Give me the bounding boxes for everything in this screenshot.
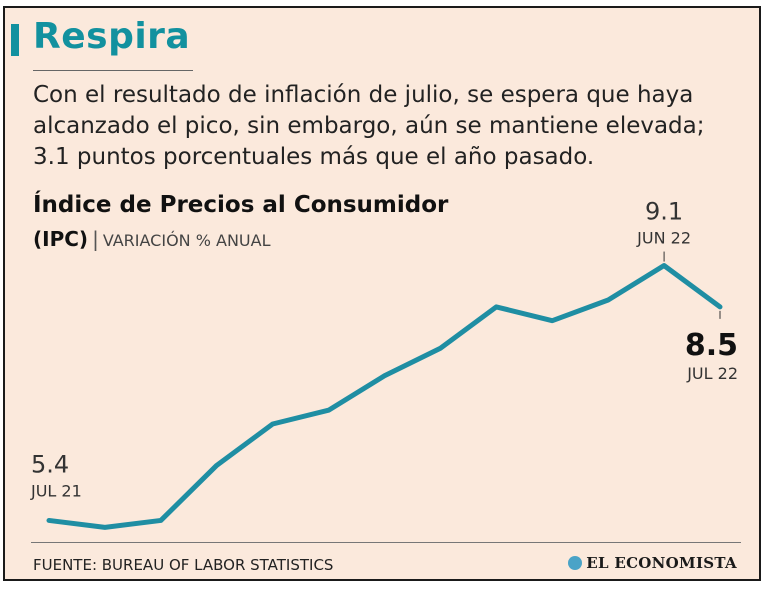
brand-logo: EL ECONOMISTA: [568, 554, 737, 572]
chart-title: Índice de Precios al Consumidor: [33, 192, 449, 218]
infographic-card: Respira Con el resultado de inflación de…: [3, 6, 761, 581]
chart-subtitle-light: VARIACIÓN % ANUAL: [102, 231, 271, 250]
brand-logo-icon: [568, 556, 583, 570]
chart-subtitle-bold: (IPC): [33, 227, 89, 251]
source-note: FUENTE: BUREAU OF LABOR STATISTICS: [33, 556, 334, 574]
start-value-label: 5.4: [31, 450, 69, 478]
peak-date-label: JUN 22: [636, 229, 691, 248]
headline-rule: [33, 70, 193, 71]
ipc-series-line: [46, 263, 723, 530]
end-value-label: 8.5: [685, 328, 738, 363]
dek-text: Con el resultado de inflación de julio, …: [33, 82, 705, 170]
subtitle-separator: |: [92, 227, 99, 251]
peak-value-label: 9.1: [645, 198, 683, 226]
end-date-label: JUL 22: [686, 364, 738, 383]
footer-rule: [31, 542, 741, 543]
start-date-label: JUL 21: [30, 481, 82, 500]
headline-accent-bar: [11, 24, 19, 56]
brand-logo-text: EL ECONOMISTA: [586, 554, 737, 572]
headline: Respira: [33, 16, 191, 57]
chart-subtitle: (IPC) | VARIACIÓN % ANUAL: [33, 227, 271, 251]
